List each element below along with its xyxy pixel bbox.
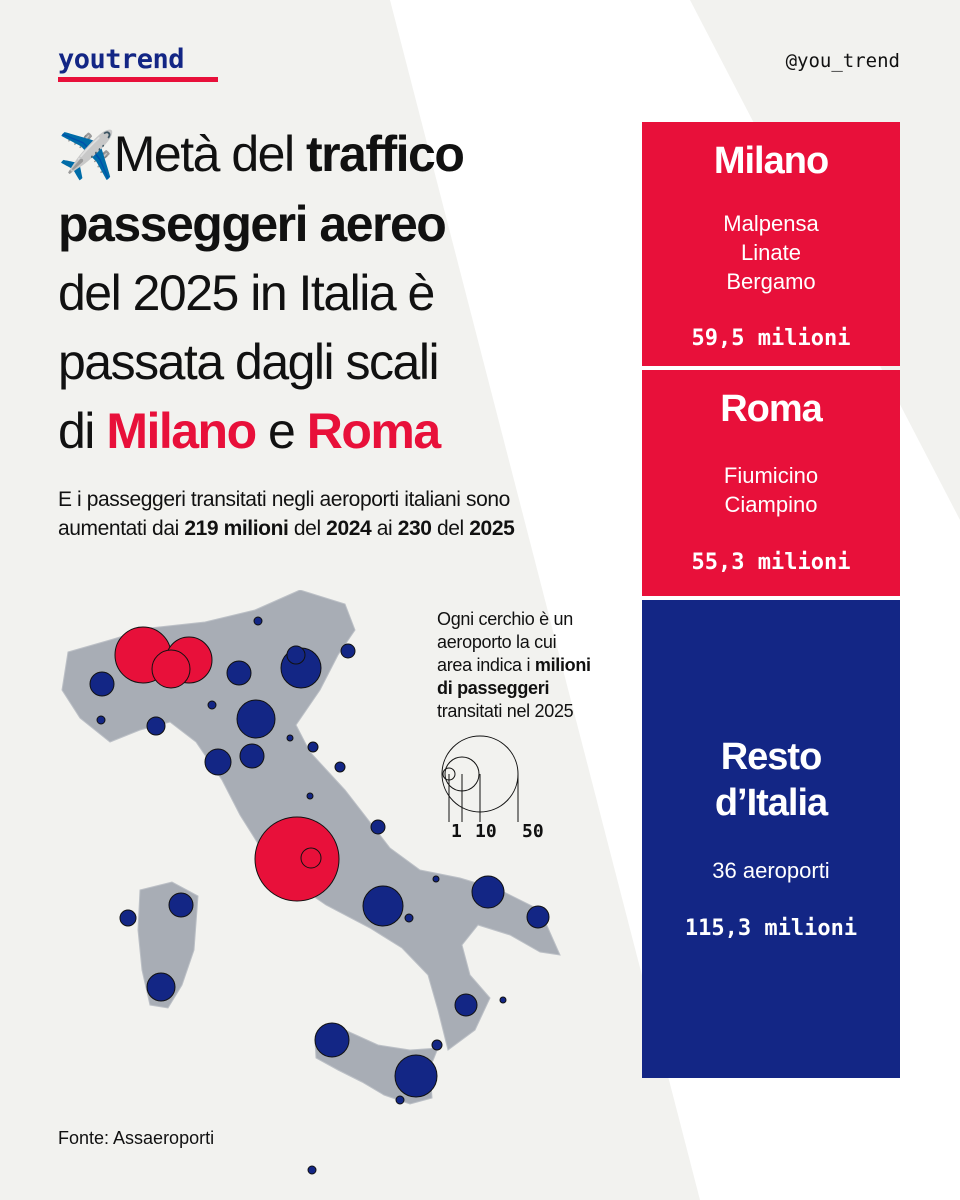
legend-label-1: 1 — [451, 821, 462, 842]
roma-airport: Ciampino — [724, 492, 818, 517]
airport-bubbles — [89, 616, 550, 1175]
airport-bubble-ciampino — [300, 847, 322, 869]
resto-value: 115,3 milioni — [684, 916, 858, 941]
airport-bubble-rimini — [334, 761, 346, 773]
youtrend-logo: youtrend — [58, 44, 185, 75]
airport-bubble-firenze — [239, 743, 265, 769]
airport-bubble-palermo — [314, 1022, 350, 1058]
airport-bubble-treviso — [286, 645, 306, 665]
airport-bubble-trieste — [340, 643, 356, 659]
legend-label-10: 10 — [475, 821, 497, 842]
roma-title: Roma — [720, 388, 823, 430]
airport-bubble-torino — [89, 671, 115, 697]
airport-bubble-small — [253, 616, 263, 626]
airport-bubble-bologna — [236, 699, 276, 739]
resto-title-line2: d’Italia — [714, 782, 828, 824]
subtitle: E i passeggeri transitati negli aeroport… — [58, 488, 515, 540]
airplane-icon: ✈️ — [58, 129, 115, 181]
legend-label-50: 50 — [522, 821, 544, 842]
airport-bubble-small — [395, 1095, 405, 1105]
airport-bubble-lamezia — [454, 993, 478, 1017]
airport-bubble-brindisi — [526, 905, 550, 929]
social-handle: @you_trend — [785, 50, 900, 72]
airport-bubble-fiumicino — [254, 816, 340, 902]
roma-value: 55,3 milioni — [691, 550, 851, 575]
airport-bubble-small — [207, 700, 217, 710]
airport-bubble-cagliari — [146, 972, 176, 1002]
resto-airports: 36 aeroporti — [712, 858, 830, 883]
airport-bubble-small — [96, 715, 106, 725]
airport-bubble-linate — [151, 649, 191, 689]
airport-bubble-small — [404, 913, 414, 923]
airport-bubble-pescara — [370, 819, 386, 835]
resto-panel: Resto d’Italia 36 aeroporti 115,3 milion… — [642, 600, 900, 1078]
airport-bubble-genova — [146, 716, 166, 736]
airport-bubble-alghero — [119, 909, 137, 927]
airport-bubble-catania — [394, 1054, 438, 1098]
airport-bubble-small — [499, 996, 507, 1004]
page-title: ✈️Metà del traffico passeggeri aereo del… — [58, 126, 465, 459]
airport-bubble-small — [306, 792, 314, 800]
airport-bubble-bari — [471, 875, 505, 909]
airport-bubble-pisa — [204, 748, 232, 776]
airport-bubble-ancona — [307, 741, 319, 753]
roma-panel: Roma Fiumicino Ciampino 55,3 milioni — [642, 370, 900, 596]
roma-airport: Fiumicino — [723, 463, 819, 488]
airport-bubble-small — [286, 734, 294, 742]
resto-title-line1: Resto — [720, 736, 823, 778]
size-legend — [441, 735, 519, 822]
airport-bubble-olbia — [168, 892, 194, 918]
legend-text: Ogni cerchio è un aeroporto la cui area … — [437, 609, 591, 721]
airport-bubble-small — [307, 1165, 317, 1175]
milano-title: Milano — [713, 140, 829, 182]
logo-underline — [58, 77, 218, 82]
airport-bubble-reggio — [431, 1039, 443, 1051]
milano-airport: Bergamo — [726, 269, 816, 294]
milano-panel: Milano Malpensa Linate Bergamo 59,5 mili… — [642, 122, 900, 366]
airport-bubble-napoli — [362, 885, 404, 927]
milano-airport: Linate — [741, 240, 801, 265]
milano-value: 59,5 milioni — [691, 326, 851, 351]
airport-bubble-verona — [226, 660, 252, 686]
airport-bubble-small — [432, 875, 440, 883]
milano-airport: Malpensa — [723, 211, 819, 236]
source-note: Fonte: Assaeroporti — [58, 1128, 215, 1148]
italy-map: 1 10 50 — [61, 590, 561, 1175]
